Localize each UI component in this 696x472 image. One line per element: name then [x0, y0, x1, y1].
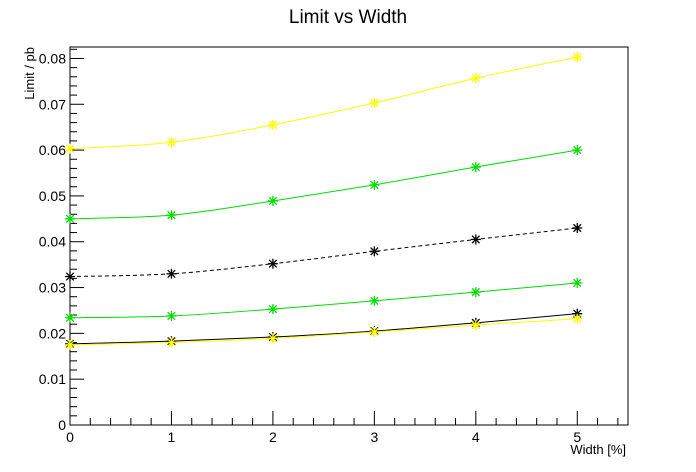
chart-title: Limit vs Width: [289, 7, 407, 28]
data-point: [369, 246, 380, 257]
series-line: [69, 56, 578, 150]
x-axis: 0 1 2 3 4 5: [66, 411, 619, 445]
series-layer: [65, 52, 583, 350]
data-point: [470, 73, 481, 84]
data-point: [267, 258, 278, 269]
series-line: [69, 318, 578, 346]
x-tick-label: 1: [168, 429, 176, 445]
data-point: [470, 234, 481, 245]
data-point: [369, 326, 380, 337]
y-axis-label: Limit / pb: [22, 47, 37, 100]
data-point: [65, 143, 75, 154]
series-line: [69, 149, 578, 220]
data-point: [572, 145, 583, 156]
series-6: [65, 313, 583, 350]
data-point: [470, 162, 481, 173]
y-tick-label: 0.07: [39, 96, 66, 112]
series-line: [69, 313, 578, 345]
data-point: [65, 312, 75, 323]
data-point: [267, 195, 278, 206]
series-line: [69, 227, 578, 278]
data-point: [369, 179, 380, 190]
data-point: [267, 333, 278, 344]
data-point: [166, 268, 177, 279]
data-point: [267, 304, 278, 315]
y-axis: 0 0.01 0.02 0.03 0.04 0.05 0.06 0.07 0.08: [39, 48, 84, 433]
data-point: [166, 137, 177, 148]
series-4: [65, 277, 583, 323]
series-1: [65, 52, 583, 154]
x-tick-label: 5: [573, 429, 581, 445]
y-tick-label: 0.05: [39, 188, 66, 204]
data-point: [470, 320, 481, 331]
data-point: [369, 295, 380, 306]
y-tick-label: 0.06: [39, 142, 66, 158]
data-point: [572, 277, 583, 288]
data-point: [166, 310, 177, 321]
x-tick-label: 3: [370, 429, 378, 445]
x-tick-label: 0: [66, 429, 74, 445]
series-3: [65, 222, 583, 282]
y-tick-label: 0.08: [39, 50, 66, 66]
x-tick-label: 2: [269, 429, 277, 445]
y-tick-label: 0: [58, 417, 66, 433]
data-point: [572, 313, 583, 324]
x-tick-label: 4: [472, 429, 480, 445]
y-tick-label: 0.01: [39, 371, 66, 387]
data-point: [572, 222, 583, 233]
data-point: [267, 119, 278, 130]
data-point: [166, 210, 177, 221]
data-point: [65, 339, 75, 350]
series-line: [69, 282, 578, 319]
y-tick-label: 0.02: [39, 325, 66, 341]
data-point: [65, 213, 75, 224]
data-point: [166, 337, 177, 348]
data-point: [369, 97, 380, 108]
plot-frame: [69, 46, 629, 426]
data-point: [572, 52, 583, 63]
y-tick-label: 0.04: [39, 234, 66, 250]
x-axis-label: Width [%]: [570, 442, 626, 457]
data-point: [65, 271, 75, 282]
data-point: [470, 287, 481, 298]
y-tick-label: 0.03: [39, 280, 66, 296]
series-2: [65, 145, 583, 224]
